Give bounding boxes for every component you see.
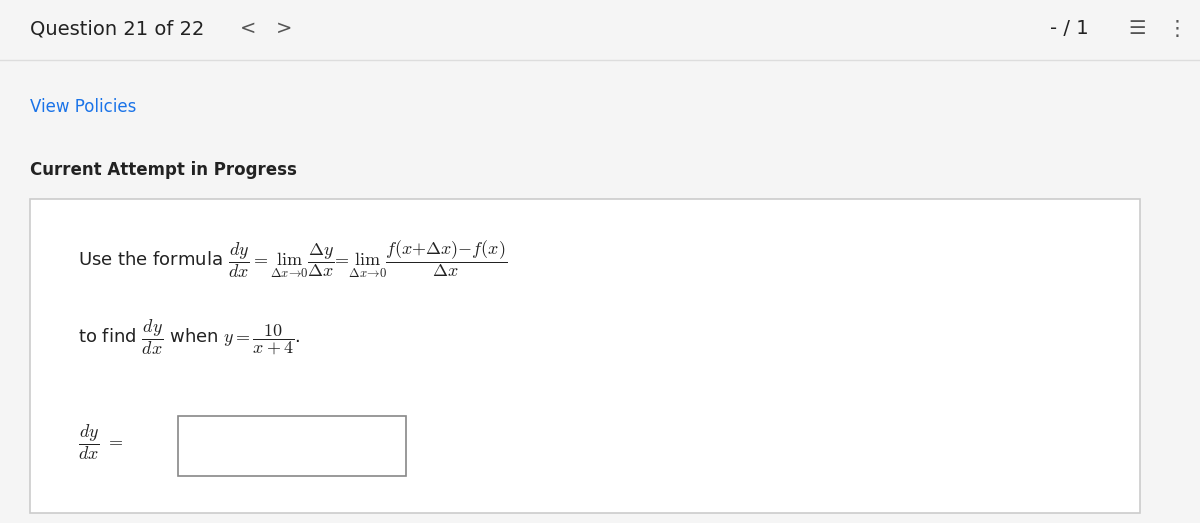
Text: View Policies: View Policies (30, 98, 137, 116)
FancyBboxPatch shape (178, 416, 406, 476)
Text: >: > (276, 19, 293, 38)
Text: Current Attempt in Progress: Current Attempt in Progress (30, 161, 296, 179)
Text: <: < (240, 19, 257, 38)
FancyBboxPatch shape (30, 199, 1140, 513)
Text: ☰: ☰ (1128, 19, 1146, 38)
Text: ⋮: ⋮ (1166, 19, 1187, 39)
Text: $\dfrac{dy}{dx}\ =$: $\dfrac{dy}{dx}\ =$ (78, 422, 124, 462)
Text: Question 21 of 22: Question 21 of 22 (30, 19, 204, 38)
Text: Use the formula $\dfrac{dy}{dx} = \lim_{\Delta x \to 0} \dfrac{\Delta y}{\Delta : Use the formula $\dfrac{dy}{dx} = \lim_{… (78, 238, 508, 280)
Text: - / 1: - / 1 (1050, 19, 1088, 38)
FancyBboxPatch shape (0, 0, 1200, 60)
Text: to find $\dfrac{dy}{dx}$ when $y = \dfrac{10}{x + 4}$.: to find $\dfrac{dy}{dx}$ when $y = \dfra… (78, 317, 301, 357)
